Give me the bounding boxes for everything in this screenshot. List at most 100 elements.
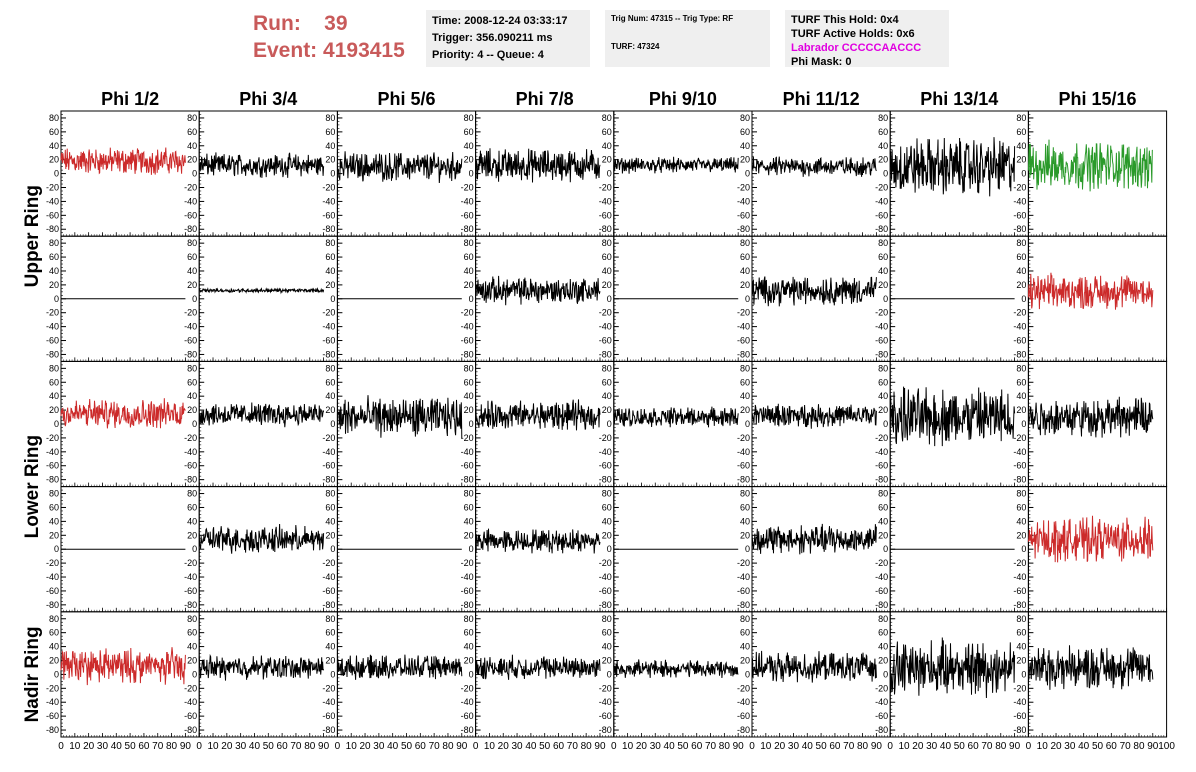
y-tick-label: -40: [322, 572, 335, 582]
y-tick-label: 0: [469, 169, 474, 179]
y-tick-label: 40: [1016, 391, 1026, 401]
y-tick-label: 20: [740, 530, 750, 540]
y-tick-label: -60: [322, 711, 335, 721]
column-header: Phi 3/4: [239, 89, 297, 109]
y-tick-label: 0: [192, 169, 197, 179]
y-tick-label: -40: [875, 196, 888, 206]
y-tick-label: -60: [737, 336, 750, 346]
y-tick-label: -20: [461, 558, 474, 568]
x-tick-label: 30: [511, 741, 523, 752]
y-tick-label: -60: [737, 210, 750, 220]
y-tick-label: 40: [325, 266, 335, 276]
x-tick-label: 10: [760, 741, 772, 752]
y-tick-label: 80: [464, 113, 474, 123]
y-tick-label: -20: [184, 433, 197, 443]
y-tick-label: 60: [602, 127, 612, 137]
y-tick-label: 40: [325, 642, 335, 652]
waveform-trace: [198, 287, 325, 295]
y-tick-label: -40: [461, 572, 474, 582]
y-tick-label: 40: [325, 516, 335, 526]
y-tick-label: -80: [184, 224, 197, 234]
waveform-trace: [613, 156, 739, 174]
labrador-text: Labrador CCCCCAACCC: [791, 42, 922, 54]
x-tick-label: 50: [816, 741, 828, 752]
waveform-trace: [751, 403, 877, 429]
x-tick-label: 50: [539, 741, 551, 752]
x-tick-label: 20: [221, 741, 233, 752]
x-tick-label: 10: [1037, 741, 1049, 752]
y-tick-label: -20: [1013, 183, 1026, 193]
column-header: Phi 5/6: [377, 89, 435, 109]
y-tick-label: -60: [184, 210, 197, 220]
y-tick-label: 80: [325, 113, 335, 123]
x-tick-label: 20: [359, 741, 371, 752]
y-tick-label: -60: [461, 210, 474, 220]
y-tick-label: 40: [740, 266, 750, 276]
waveform-trace: [475, 399, 601, 431]
y-tick-label: -80: [46, 600, 59, 610]
y-tick-label: -80: [461, 349, 474, 359]
waveform-trace: [1027, 139, 1153, 192]
y-tick-label: 60: [325, 252, 335, 262]
y-tick-label: 0: [1021, 419, 1026, 429]
y-tick-label: 20: [325, 405, 335, 415]
y-tick-label: 40: [740, 141, 750, 151]
x-tick-label: 90: [1009, 741, 1021, 752]
x-tick-label: 70: [843, 741, 855, 752]
y-tick-label: 0: [607, 169, 612, 179]
y-tick-label: -80: [46, 224, 59, 234]
y-tick-label: 20: [325, 155, 335, 165]
y-tick-label: 60: [740, 252, 750, 262]
x-tick-label: 0: [335, 741, 341, 752]
y-tick-label: 20: [602, 280, 612, 290]
y-tick-label: 60: [1016, 127, 1026, 137]
panel-frame: [751, 235, 891, 362]
x-tick-label: 10: [346, 741, 358, 752]
y-tick-label: -40: [599, 322, 612, 332]
column-header: Phi 1/2: [101, 89, 159, 109]
y-tick-label: 80: [602, 489, 612, 499]
x-tick-label: 80: [1133, 741, 1145, 752]
y-tick-label: -40: [1013, 196, 1026, 206]
panel-frame: [751, 110, 891, 237]
x-tick-label: 30: [373, 741, 385, 752]
y-tick-label: 0: [1021, 544, 1026, 554]
y-tick-label: 60: [325, 502, 335, 512]
x-tick-label: 10: [207, 741, 219, 752]
y-tick-label: 80: [187, 363, 197, 373]
y-tick-label: -40: [322, 447, 335, 457]
y-tick-label: -80: [599, 600, 612, 610]
y-tick-label: -60: [322, 336, 335, 346]
y-tick-label: 0: [192, 294, 197, 304]
y-tick-label: -20: [599, 183, 612, 193]
y-tick-label: 0: [54, 294, 59, 304]
y-tick-label: 60: [187, 628, 197, 638]
y-tick-label: 40: [464, 391, 474, 401]
y-tick-label: 80: [740, 489, 750, 499]
y-tick-label: 40: [464, 266, 474, 276]
y-tick-label: 60: [1016, 628, 1026, 638]
y-tick-label: 80: [602, 238, 612, 248]
y-tick-label: -80: [599, 475, 612, 485]
y-tick-label: -80: [184, 475, 197, 485]
x-tick-label: 60: [829, 741, 841, 752]
event-label: Event:: [253, 39, 318, 62]
y-tick-label: 60: [49, 502, 59, 512]
panel-frame: [198, 235, 338, 362]
y-tick-label: 60: [1016, 377, 1026, 387]
y-tick-label: 40: [49, 266, 59, 276]
y-tick-label: -40: [184, 697, 197, 707]
y-tick-label: 0: [883, 419, 888, 429]
y-tick-label: 20: [187, 155, 197, 165]
y-tick-label: -20: [46, 183, 59, 193]
y-tick-label: 80: [464, 238, 474, 248]
y-tick-label: 60: [1016, 252, 1026, 262]
y-tick-label: -40: [875, 447, 888, 457]
y-tick-label: -60: [1013, 586, 1026, 596]
waveform-trace: [60, 398, 186, 429]
x-tick-label: 20: [636, 741, 648, 752]
y-tick-label: -20: [322, 183, 335, 193]
y-tick-label: -40: [737, 322, 750, 332]
x-tick-label: 80: [581, 741, 593, 752]
y-tick-label: 40: [1016, 516, 1026, 526]
